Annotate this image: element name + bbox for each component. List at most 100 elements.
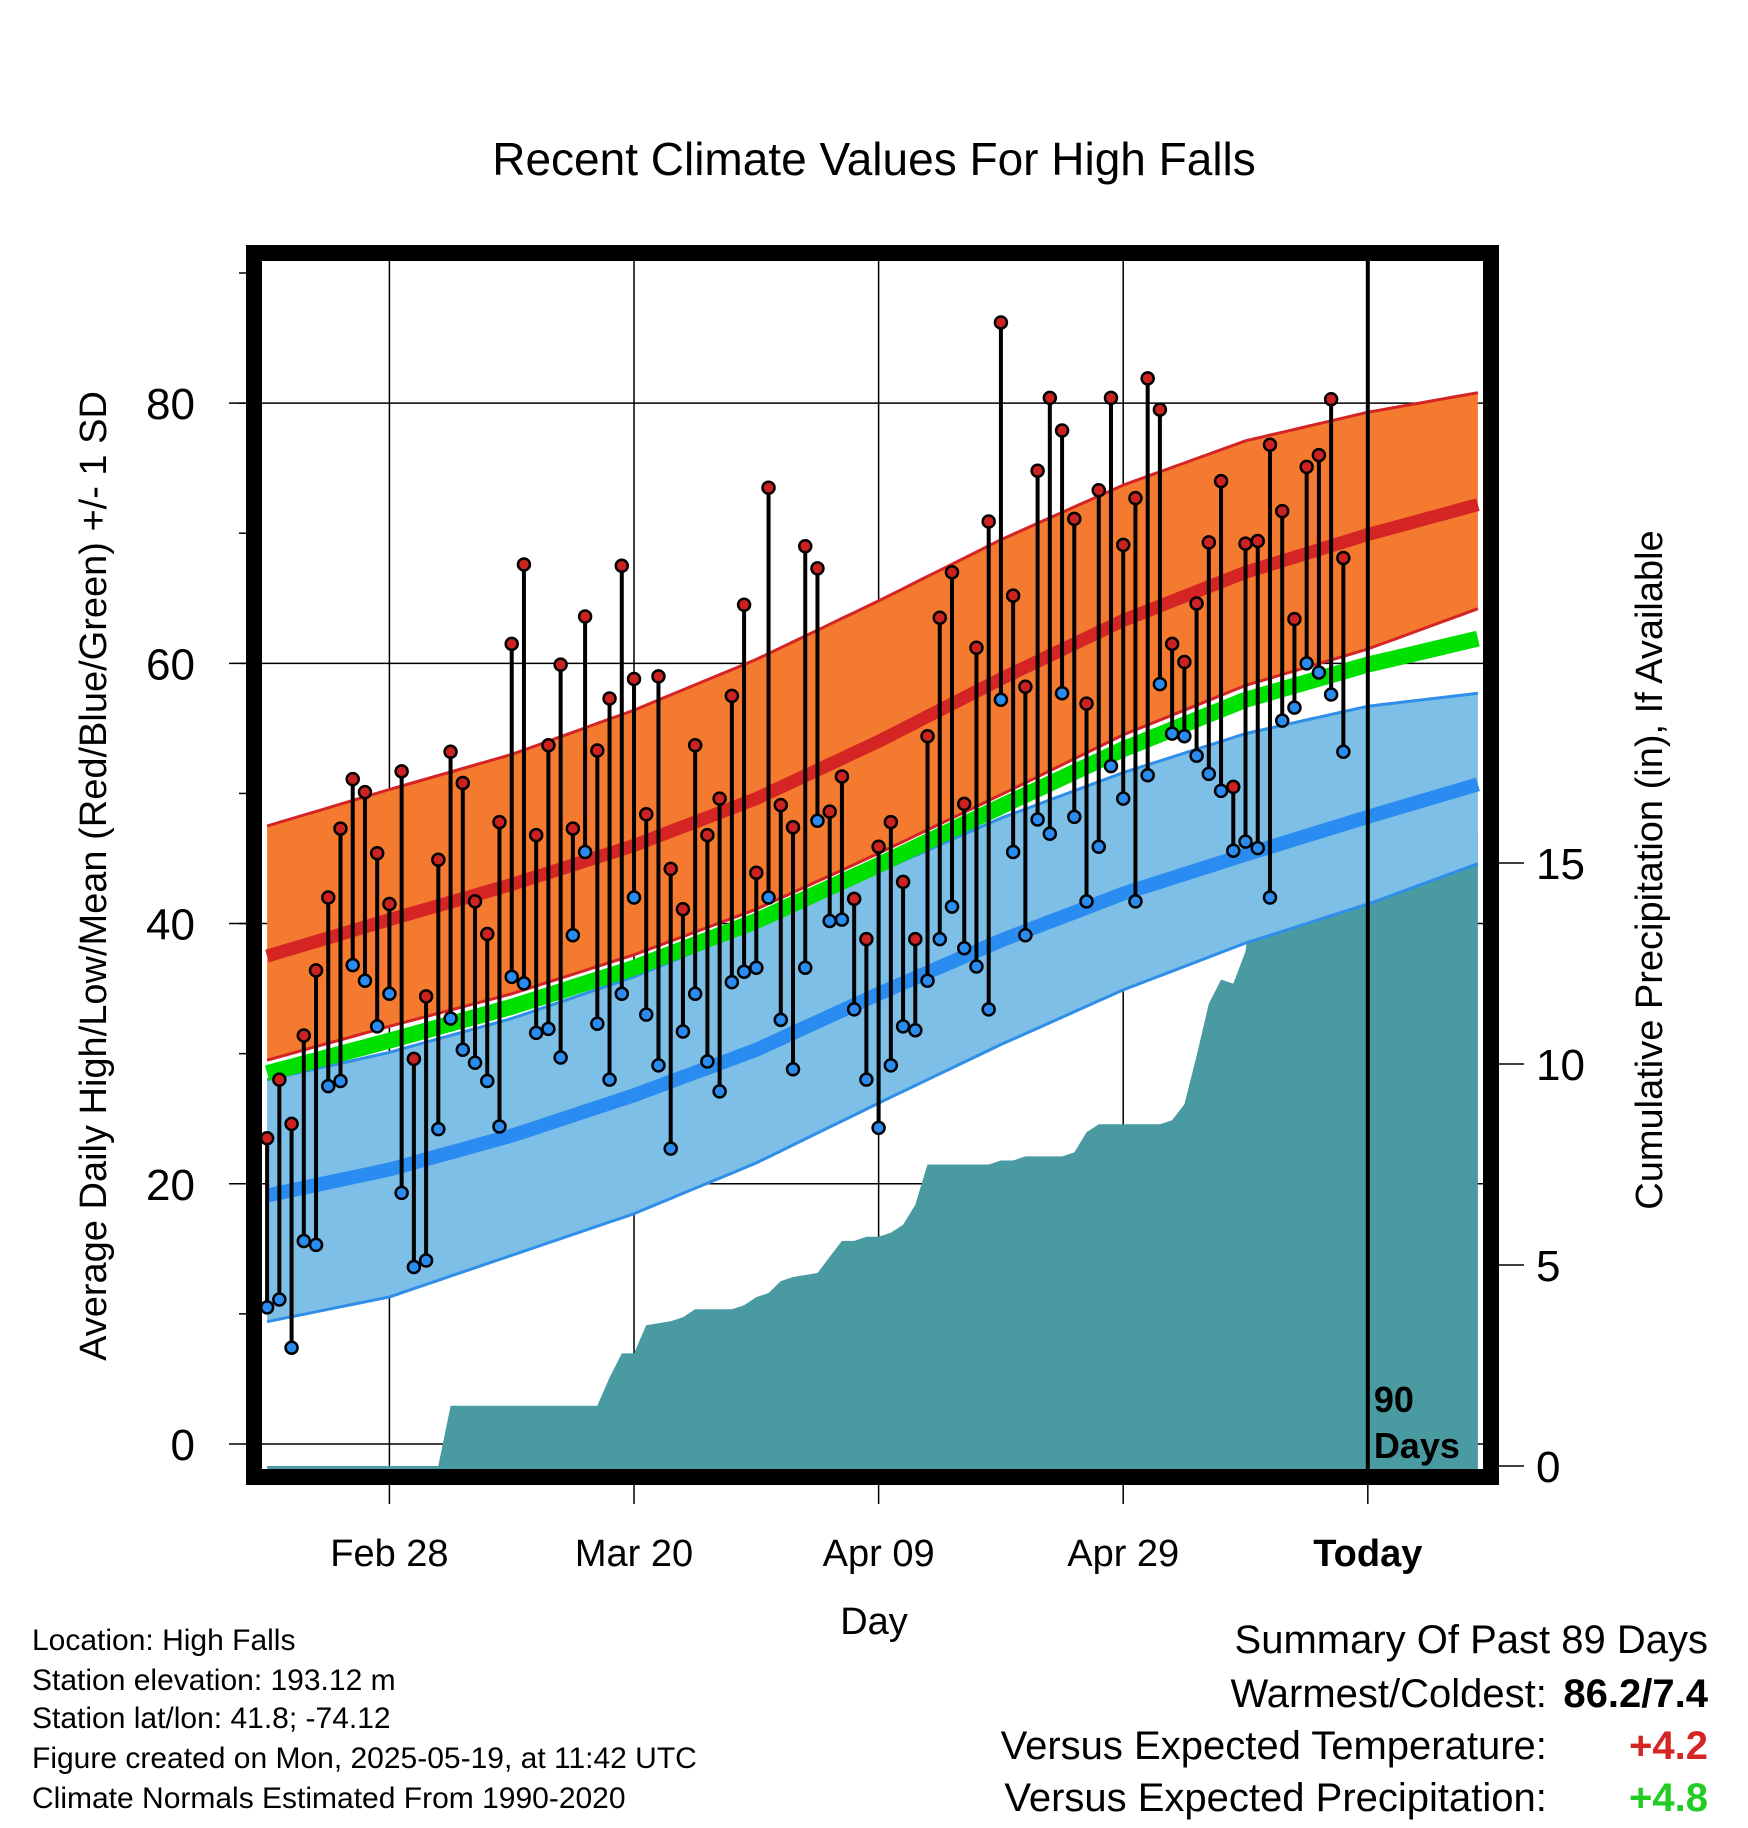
x-tick-label: Apr 29 [1067,1533,1179,1575]
daily-low-point [712,1084,727,1099]
daily-low-point [1311,665,1327,680]
daily-high-point [1299,459,1314,475]
daily-high-point [1140,371,1155,386]
daily-high-point [993,315,1009,330]
daily-low-point [761,890,776,905]
daily-low-point [541,1021,556,1037]
precip-label: Versus Expected Precipitation: [1004,1776,1547,1820]
daily-high-point [480,926,495,942]
daily-high-point [284,1116,299,1132]
temp-value: +4.2 [1629,1724,1708,1768]
precip-area [267,830,1478,1470]
daily-high-point [724,688,740,704]
daily-high-point [712,791,727,806]
daily-low-point [321,1078,336,1094]
daily-high-point [261,1130,275,1146]
daily-high-point [1201,535,1217,550]
daily-high-point [749,865,764,881]
daily-high-point [1128,490,1143,506]
daily-low-point [1189,748,1204,763]
daily-high-point [651,669,666,684]
daily-low-point [504,969,519,985]
daily-low-point [406,1259,422,1275]
summary-temp: Versus Expected Temperature: +4.2 [1001,1724,1708,1769]
summary-precip: Versus Expected Precipitation: +4.8 [1004,1776,1708,1821]
daily-low-point [528,1025,544,1041]
daily-low-point [1164,726,1180,741]
y-tick-label: 60 [146,640,195,689]
daily-high-point [822,804,837,819]
daily-high-point [761,480,776,495]
daily-low-point [577,844,593,860]
daily-high-point [846,891,862,907]
daily-low-point [1128,894,1143,909]
daily-low-point [1018,928,1033,943]
daily-high-point [859,931,874,947]
daily-low-point [956,941,972,956]
daily-low-point [1201,766,1217,782]
low-sd-band [267,693,1478,1322]
daily-low-point [859,1072,874,1087]
daily-high-point [418,989,434,1004]
daily-low-point [1079,894,1094,909]
daily-low-point [418,1253,434,1268]
daily-low-point [614,986,630,1002]
daily-high-point [467,894,483,909]
daily-high-point [626,671,642,687]
daily-high-point [394,764,409,779]
daily-low-point [749,960,764,976]
daily-low-point [736,964,752,979]
daily-high-point [1177,654,1192,670]
daily-high-point [1091,483,1107,498]
daily-low-point [602,1072,617,1087]
daily-low-point [846,1002,862,1017]
daily-high-point [333,821,348,836]
daily-high-point [528,827,544,843]
daily-low-point [1336,744,1351,760]
daily-low-point [284,1340,299,1355]
daily-high-point [1054,423,1070,438]
y2-tick-label: 0 [1536,1443,1560,1492]
daily-low-point [932,931,948,947]
daily-low-point [638,1007,654,1022]
daily-low-point [651,1058,666,1073]
daily-low-point [516,976,532,991]
daily-high-point [1079,696,1094,711]
daily-high-point [406,1051,422,1067]
y2-axis-label: Cumulative Precipitation (in), If Availa… [1629,530,1671,1209]
daily-low-point [797,960,813,976]
daily-low-point [394,1185,409,1201]
plot-frame [246,245,1499,1485]
daily-low-point [626,890,642,905]
daily-high-point [797,538,813,554]
warm-cold-label: Warmest/Coldest: [1230,1672,1547,1716]
daily-high-point [981,514,996,529]
daily-low-point [261,1300,275,1315]
daily-low-point [443,1011,458,1026]
temp-label: Versus Expected Temperature: [1000,1724,1547,1768]
daily-high-point [883,814,899,830]
y2-tick-label: 15 [1536,840,1585,889]
daily-low-point [1103,758,1119,774]
created-text: Figure created on Mon, 2025-05-19, at 11… [32,1742,697,1775]
daily-high-point [1152,402,1168,417]
daily-low-point [908,1022,923,1038]
daily-low-point [1067,809,1082,825]
daily-low-point [981,1002,996,1017]
daily-low-point [1177,728,1192,744]
daily-low-point [724,974,740,990]
daily-low-point [687,986,703,1002]
daily-high-point [272,1072,287,1087]
today-days-label: Days [1374,1425,1460,1466]
daily-high-point [345,771,360,787]
x-tick-label: Today [1313,1533,1422,1575]
x-axis-label: Day [840,1601,908,1643]
daily-low-point [1152,676,1168,692]
daily-high-point [431,852,446,868]
daily-low-point [345,957,360,973]
daily-low-point [272,1292,287,1307]
y2-tick-label: 10 [1536,1041,1585,1090]
plot-area: 90 Days [261,260,1484,1470]
daily-high-point [944,565,960,580]
